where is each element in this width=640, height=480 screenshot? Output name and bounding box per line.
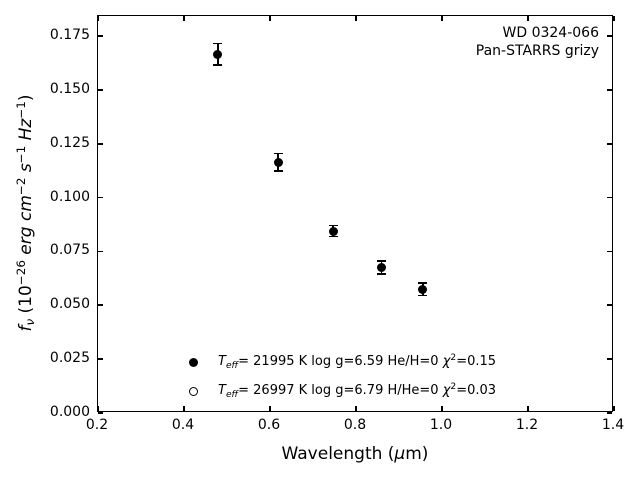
survey-name: Pan-STARRS grizy [475,43,599,59]
y-tick-label: 0.000 [49,404,90,420]
plot-area [97,15,615,414]
label-fragment: = 26997 K log g=6.79 H/He=0 [238,383,443,398]
data-point [377,263,387,273]
x-major-tick-bottom [527,406,529,411]
y-tick-label: 0.025 [49,350,90,367]
label-fragment: μ [394,444,406,464]
x-major-tick-top [613,16,615,21]
label-fragment: Wavelength ( [281,444,395,464]
error-bar-cap-top [328,224,338,227]
data-point [328,226,338,236]
error-bar-cap-bottom [213,64,223,66]
y-major-tick-left [98,142,103,145]
label-fragment [16,221,36,226]
error-bar-cap-bottom [328,235,338,238]
y-major-tick-left [98,358,103,360]
label-fragment: −1 [14,101,29,119]
x-major-tick-top [441,16,443,21]
y-major-tick-left [98,35,103,37]
y-tick-label: 0.175 [49,27,90,44]
label-fragment: m) [405,444,429,464]
x-major-tick-bottom [183,406,185,411]
x-tick-label: 0.4 [171,417,195,433]
x-axis-label: Wavelength (μm) [205,444,505,464]
label-fragment: = 21995 K log g=6.59 He/H=0 [238,354,443,369]
y-tick-label: 0.050 [49,296,90,313]
x-tick-label: 1.2 [515,417,539,433]
label-fragment: s [16,163,36,173]
error-bar-cap-bottom [418,294,428,297]
y-major-tick-left [98,304,103,307]
x-major-tick-top [355,16,357,21]
y-tick-label: 0.150 [49,80,90,97]
label-fragment: =0.15 [456,354,497,369]
label-fragment: T [218,354,226,369]
label-fragment: 2 [450,382,457,393]
legend-marker-filled-circle [188,357,198,367]
x-major-tick-bottom [441,406,443,411]
x-major-tick-bottom [269,406,271,411]
error-bar-cap-bottom [377,273,387,275]
y-major-tick-right [607,89,612,91]
y-major-tick-left [98,196,103,199]
y-major-tick-left [98,250,103,253]
data-point [418,284,428,294]
legend-entry-label: Teff= 21995 K log g=6.59 He/H=0 χ2=0.15 [218,353,496,371]
label-fragment: χ [442,383,451,398]
x-tick-label: 1.0 [429,417,453,433]
x-tick-label: 1.4 [601,417,625,433]
legend-marker-open-circle [188,386,198,396]
x-tick-label: 0.6 [257,417,281,433]
legend-entry-label: Teff= 26997 K log g=6.79 H/He=0 χ2=0.03 [218,382,496,400]
label-fragment: ν [23,318,38,326]
y-major-tick-left [98,412,103,414]
error-bar-cap-bottom [273,169,283,172]
data-point [213,49,223,59]
label-fragment: −26 [14,260,29,286]
y-major-tick-right [607,250,612,253]
label-fragment: T [218,383,226,398]
label-fragment: =0.03 [456,383,497,398]
y-major-tick-right [607,35,612,37]
y-major-tick-right [607,412,612,414]
x-major-tick-bottom [97,406,99,411]
x-tick-label: 0.8 [343,417,367,433]
y-major-tick-right [607,142,612,145]
y-major-tick-right [607,304,612,307]
y-tick-label: 0.075 [49,242,90,259]
x-major-tick-bottom [355,406,357,411]
y-major-tick-left [98,89,103,91]
y-tick-label: 0.100 [49,188,90,205]
error-bar-cap-top [418,281,428,284]
x-major-tick-bottom [613,406,615,411]
x-major-tick-top [269,16,271,21]
label-fragment: eff [225,360,239,371]
y-tick-label: 0.125 [49,134,90,151]
error-bar-cap-top [377,260,387,262]
data-point [273,157,283,167]
y-major-tick-right [607,196,612,199]
x-major-tick-top [183,16,185,21]
label-fragment: f [16,325,36,332]
target-name: WD 0324-066 [502,25,599,41]
target-annotation: WD 0324-066 Pan-STARRS grizy [476,24,599,60]
x-major-tick-top [527,16,529,21]
label-fragment: χ [442,354,451,369]
label-fragment: eff [225,389,239,400]
error-bar-cap-top [273,152,283,155]
x-major-tick-top [97,16,99,21]
error-bar-cap-top [213,42,223,45]
label-fragment: 2 [450,353,457,364]
y-major-tick-right [607,358,612,360]
x-tick-label: 0.2 [85,417,109,433]
